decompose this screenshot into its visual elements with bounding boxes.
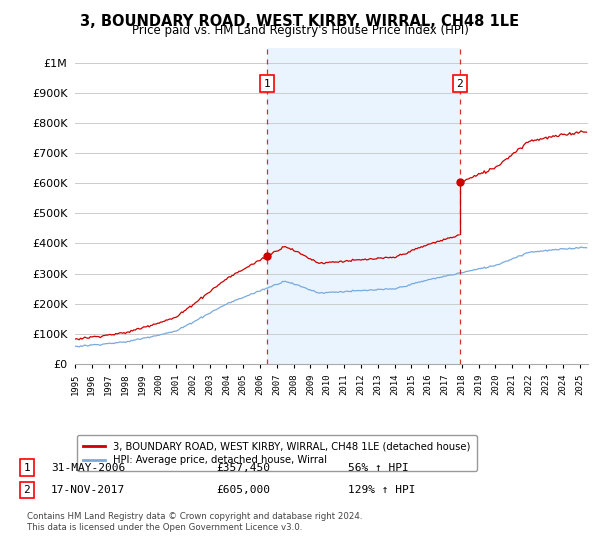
Text: 129% ↑ HPI: 129% ↑ HPI	[348, 485, 415, 495]
Text: £357,450: £357,450	[216, 463, 270, 473]
Text: 17-NOV-2017: 17-NOV-2017	[51, 485, 125, 495]
Text: £605,000: £605,000	[216, 485, 270, 495]
Text: 2: 2	[457, 79, 463, 89]
Text: 2: 2	[23, 485, 31, 495]
Text: 56% ↑ HPI: 56% ↑ HPI	[348, 463, 409, 473]
Text: 31-MAY-2006: 31-MAY-2006	[51, 463, 125, 473]
Legend: 3, BOUNDARY ROAD, WEST KIRBY, WIRRAL, CH48 1LE (detached house), HPI: Average pr: 3, BOUNDARY ROAD, WEST KIRBY, WIRRAL, CH…	[77, 436, 477, 472]
Text: 1: 1	[23, 463, 31, 473]
Bar	[267, 48, 460, 364]
Text: 1: 1	[264, 79, 271, 89]
Text: 3, BOUNDARY ROAD, WEST KIRBY, WIRRAL, CH48 1LE: 3, BOUNDARY ROAD, WEST KIRBY, WIRRAL, CH…	[80, 14, 520, 29]
Text: Price paid vs. HM Land Registry's House Price Index (HPI): Price paid vs. HM Land Registry's House …	[131, 24, 469, 37]
Text: Contains HM Land Registry data © Crown copyright and database right 2024.
This d: Contains HM Land Registry data © Crown c…	[27, 512, 362, 532]
